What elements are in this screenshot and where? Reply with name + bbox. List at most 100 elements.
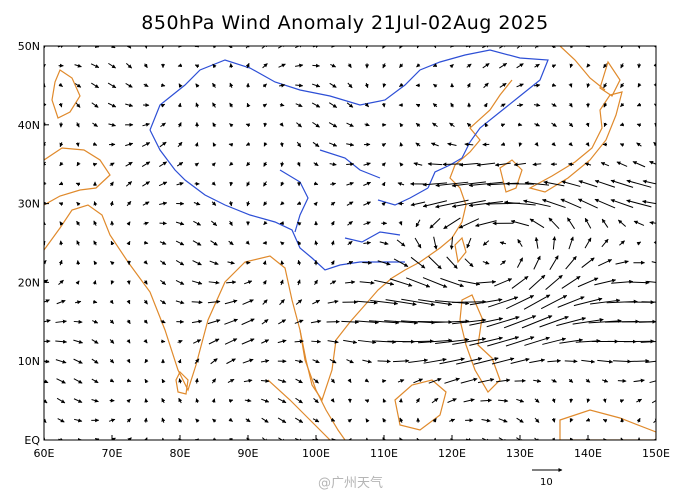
wind-vector <box>581 257 595 268</box>
wind-vector <box>277 339 287 344</box>
wind-vector <box>347 82 353 89</box>
wind-vector <box>109 359 115 364</box>
wind-vector <box>160 279 166 285</box>
wind-vector <box>447 398 457 403</box>
wind-vector <box>451 299 487 304</box>
wind-vector <box>399 437 404 440</box>
wind-vector <box>620 82 625 88</box>
wind-vector <box>460 377 478 384</box>
wind-vector <box>476 279 497 284</box>
wind-vector <box>91 82 100 89</box>
wind-vector <box>263 181 268 187</box>
wind-vector <box>523 199 551 208</box>
wind-vector <box>450 102 455 108</box>
wind-vector <box>177 141 183 148</box>
wind-vector <box>418 338 453 344</box>
wind-vector <box>244 398 252 403</box>
wind-vector <box>573 297 603 307</box>
wind-vector <box>575 338 601 343</box>
wind-vector <box>211 398 216 403</box>
wind-vector <box>533 103 541 107</box>
wind-vector <box>517 238 523 247</box>
wind-vector <box>469 317 504 326</box>
wind-vector <box>415 122 421 128</box>
wind-vector <box>294 46 304 49</box>
wind-vector <box>465 437 473 440</box>
wind-vector <box>312 299 321 305</box>
wind-vector <box>363 181 372 186</box>
wind-vector <box>228 417 233 422</box>
wind-vector <box>191 319 203 324</box>
wind-vector <box>91 319 99 324</box>
wind-vector <box>577 277 599 288</box>
wind-vector <box>619 399 625 404</box>
wind-vector <box>160 122 166 128</box>
wind-vector <box>568 162 574 167</box>
wind-vector <box>296 279 301 286</box>
wind-vector <box>357 339 377 345</box>
wind-vector <box>158 181 168 187</box>
wind-vector <box>364 102 369 108</box>
wind-vector <box>500 103 506 108</box>
wind-vector <box>75 182 81 187</box>
wind-vector <box>107 102 117 108</box>
wind-vector <box>109 299 114 305</box>
wind-vector <box>280 241 285 246</box>
wind-vector <box>586 398 591 403</box>
wind-vector <box>58 82 63 88</box>
wind-vector <box>363 221 371 226</box>
wind-vector <box>423 357 447 364</box>
wind-vector <box>245 418 251 423</box>
wind-vector <box>44 279 49 284</box>
wind-vector <box>245 62 250 69</box>
wind-vector <box>262 103 267 108</box>
wind-vector <box>142 122 150 127</box>
wind-vector <box>346 122 354 127</box>
wind-vector <box>600 162 610 167</box>
wind-vector <box>143 63 148 69</box>
wind-vector <box>330 201 336 206</box>
wind-vector <box>55 339 68 344</box>
wind-vector <box>126 319 131 325</box>
wind-vector <box>482 46 491 49</box>
wind-vector <box>160 260 167 266</box>
wind-vector <box>346 142 355 147</box>
wind-vector <box>521 315 553 329</box>
wind-vector <box>44 63 46 69</box>
wind-vector <box>415 103 421 108</box>
wind-vector <box>626 179 652 188</box>
wind-vector <box>229 123 234 128</box>
wind-vector <box>356 300 378 305</box>
wind-vector <box>228 142 234 147</box>
wind-vector <box>313 162 319 167</box>
wind-vector <box>370 299 399 306</box>
wind-vector <box>473 357 499 365</box>
wind-vector <box>90 63 100 69</box>
wind-vector <box>355 320 379 325</box>
wind-vector <box>279 83 286 88</box>
wind-vector <box>601 218 609 228</box>
wind-vector <box>586 63 591 68</box>
wind-vector <box>327 299 339 304</box>
wind-vector <box>75 122 80 128</box>
wind-vector <box>242 358 254 364</box>
wind-vector <box>161 417 166 423</box>
wind-vector <box>640 340 656 343</box>
wind-vector <box>295 103 303 108</box>
wind-vector <box>529 358 546 364</box>
wind-vector <box>382 398 387 403</box>
wind-vector <box>495 378 511 383</box>
wind-vector <box>581 359 596 364</box>
wind-vector <box>280 161 285 167</box>
wind-vector <box>568 122 574 128</box>
wind-vector <box>402 339 434 344</box>
wind-vector <box>91 378 99 384</box>
wind-vector <box>399 46 404 49</box>
wind-vector <box>143 83 149 88</box>
wind-vector <box>228 220 233 226</box>
wind-vector <box>126 299 131 305</box>
wind-vector <box>620 63 625 69</box>
wind-vector <box>364 399 370 403</box>
wind-vector <box>262 260 267 265</box>
wind-vector <box>178 417 183 423</box>
